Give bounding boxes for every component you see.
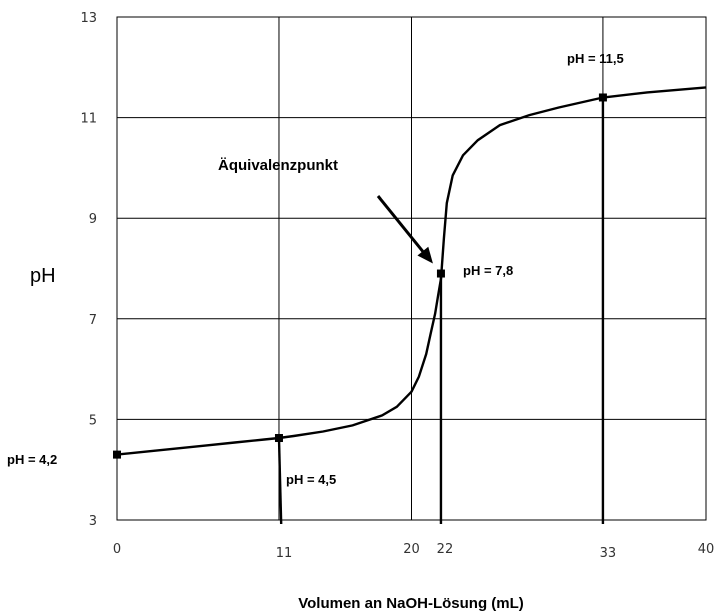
data-points	[113, 93, 607, 459]
data-point	[274, 434, 283, 443]
y-tick-labels: 3 5 7 9 11 13	[80, 11, 97, 529]
y-tick-label: 11	[80, 112, 97, 127]
point-label: pH = 7,8	[463, 263, 513, 278]
y-tick-label: 13	[80, 11, 97, 26]
titration-curve	[116, 86, 707, 456]
data-point	[113, 450, 121, 459]
y-tick-label: 5	[89, 413, 97, 428]
data-point	[436, 269, 445, 278]
y-tick-label: 9	[89, 212, 97, 227]
y-tick-label: 3	[89, 514, 97, 529]
y-axis-label: pH	[30, 265, 56, 287]
point-labels: pH = 4,2 pH = 4,5 pH = 7,8 pH = 11,5	[7, 51, 624, 487]
x-tick-label: 22	[437, 542, 454, 557]
arrow	[376, 195, 429, 258]
y-tick-label: 7	[89, 313, 97, 328]
data-point	[598, 93, 607, 102]
x-tick-label: 33	[600, 546, 617, 561]
x-axis-label: Volumen an NaOH-Lösung (mL)	[298, 595, 524, 612]
x-tick-label: 20	[403, 542, 420, 557]
x-tick-label: 0	[113, 542, 121, 557]
point-label: pH = 4,5	[286, 472, 336, 487]
point-label: pH = 11,5	[567, 51, 624, 66]
equivalence-point-label: Äquivalenzpunkt	[218, 157, 338, 174]
drop-line	[277, 437, 283, 525]
x-tick-label: 11	[276, 546, 293, 561]
x-tick-label: 40	[698, 542, 715, 557]
arrow-head	[417, 246, 433, 264]
x-tick-labels: 0 11 20 22 33 40	[113, 542, 714, 561]
drop-lines	[277, 97, 605, 525]
point-label: pH = 4,2	[7, 452, 57, 467]
